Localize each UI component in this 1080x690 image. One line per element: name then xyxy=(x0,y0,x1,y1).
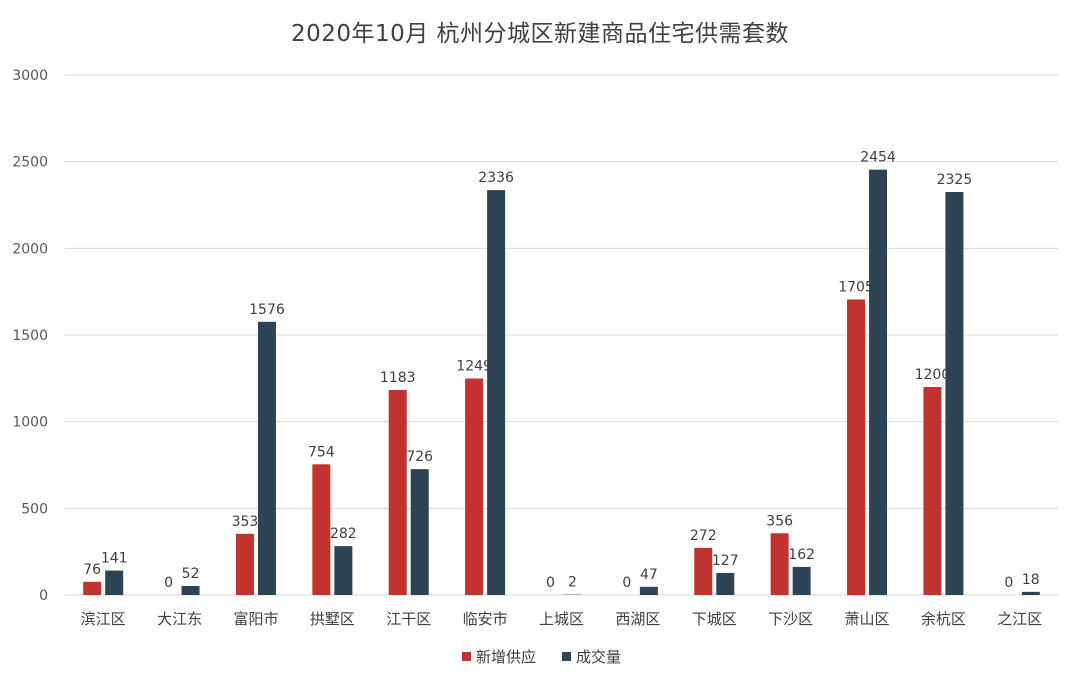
x-axis-ticks: 滨江区 大江东 富阳市 拱墅区 江干区 临安市 上城区 西湖区 下城区 下沙区 萧山区 余杭区 之江区 xyxy=(81,610,1043,628)
data-label: 47 xyxy=(640,567,658,583)
y-tick-label: 1000 xyxy=(12,415,48,431)
data-label: 1249 xyxy=(456,359,492,375)
data-label: 1705 xyxy=(838,279,874,295)
chart-title: 2020年10月 杭州分城区新建商品住宅供需套数 xyxy=(0,14,1080,48)
bar-deals xyxy=(411,469,429,595)
y-tick-label: 1500 xyxy=(12,328,48,344)
data-label: 0 xyxy=(622,575,631,591)
legend-label: 成交量 xyxy=(576,648,621,666)
x-tick-label: 下城区 xyxy=(692,610,737,628)
y-tick-label: 500 xyxy=(21,501,48,517)
data-label: 272 xyxy=(690,528,717,544)
x-tick-label: 上城区 xyxy=(539,610,584,628)
grid-lines xyxy=(65,75,1058,595)
bar-deals xyxy=(640,587,658,595)
bar-deals xyxy=(869,170,887,595)
bar-deals xyxy=(945,192,963,595)
bar-deals xyxy=(182,586,200,595)
bar-deals xyxy=(105,571,123,595)
data-label: 162 xyxy=(788,547,815,563)
data-label: 282 xyxy=(330,526,357,542)
x-tick-label: 大江东 xyxy=(157,610,202,628)
data-label: 1183 xyxy=(380,370,416,386)
bar-supply xyxy=(847,299,865,595)
data-label: 52 xyxy=(182,566,200,582)
data-label: 356 xyxy=(766,513,793,529)
y-tick-label: 2000 xyxy=(12,241,48,257)
x-tick-label: 临安市 xyxy=(463,610,508,628)
bar-supply xyxy=(771,533,789,595)
data-label: 0 xyxy=(1004,575,1013,591)
x-tick-label: 余杭区 xyxy=(921,610,966,628)
bar-deals xyxy=(793,567,811,595)
data-label: 127 xyxy=(712,553,739,569)
bar-deals xyxy=(487,190,505,595)
legend-swatch xyxy=(462,652,471,661)
data-label: 0 xyxy=(546,575,555,591)
bar-deals xyxy=(334,546,352,595)
data-label: 2454 xyxy=(860,150,896,166)
x-tick-label: 萧山区 xyxy=(845,610,890,628)
bar-deals xyxy=(716,573,734,595)
legend: 新增供应 成交量 xyxy=(462,648,621,666)
bar-deals xyxy=(1022,592,1040,595)
bar-supply xyxy=(923,387,941,595)
data-label: 18 xyxy=(1022,572,1040,588)
data-label: 1200 xyxy=(915,367,951,383)
y-tick-label: 2500 xyxy=(12,155,48,171)
bar-supply xyxy=(465,379,483,595)
bar-supply xyxy=(83,582,101,595)
data-label: 726 xyxy=(406,449,433,465)
data-label: 2 xyxy=(568,575,577,591)
legend-label: 新增供应 xyxy=(476,648,536,666)
bar-supply xyxy=(389,390,407,595)
data-label: 754 xyxy=(308,444,335,460)
data-label: 353 xyxy=(232,514,259,530)
x-tick-label: 拱墅区 xyxy=(310,610,355,628)
bar-supply xyxy=(694,548,712,595)
data-label: 2325 xyxy=(937,172,973,188)
data-label: 1576 xyxy=(249,302,285,318)
bar-supply xyxy=(312,464,330,595)
data-label: 2336 xyxy=(478,170,514,186)
bars xyxy=(83,170,1040,595)
bar-deals xyxy=(258,322,276,595)
legend-swatch xyxy=(562,652,571,661)
x-tick-label: 江干区 xyxy=(386,610,431,628)
data-label: 0 xyxy=(164,575,173,591)
x-tick-label: 滨江区 xyxy=(81,610,126,628)
x-tick-label: 下沙区 xyxy=(768,610,813,628)
y-tick-label: 0 xyxy=(39,588,48,604)
data-label: 76 xyxy=(83,562,101,578)
y-axis-ticks: 0 500 1000 1500 2000 2500 3000 xyxy=(12,68,48,604)
x-tick-label: 之江区 xyxy=(997,610,1042,628)
x-tick-label: 西湖区 xyxy=(615,610,660,628)
y-tick-label: 3000 xyxy=(12,68,48,84)
bar-supply xyxy=(236,534,254,595)
data-label: 141 xyxy=(101,551,128,567)
x-tick-label: 富阳市 xyxy=(233,610,278,628)
